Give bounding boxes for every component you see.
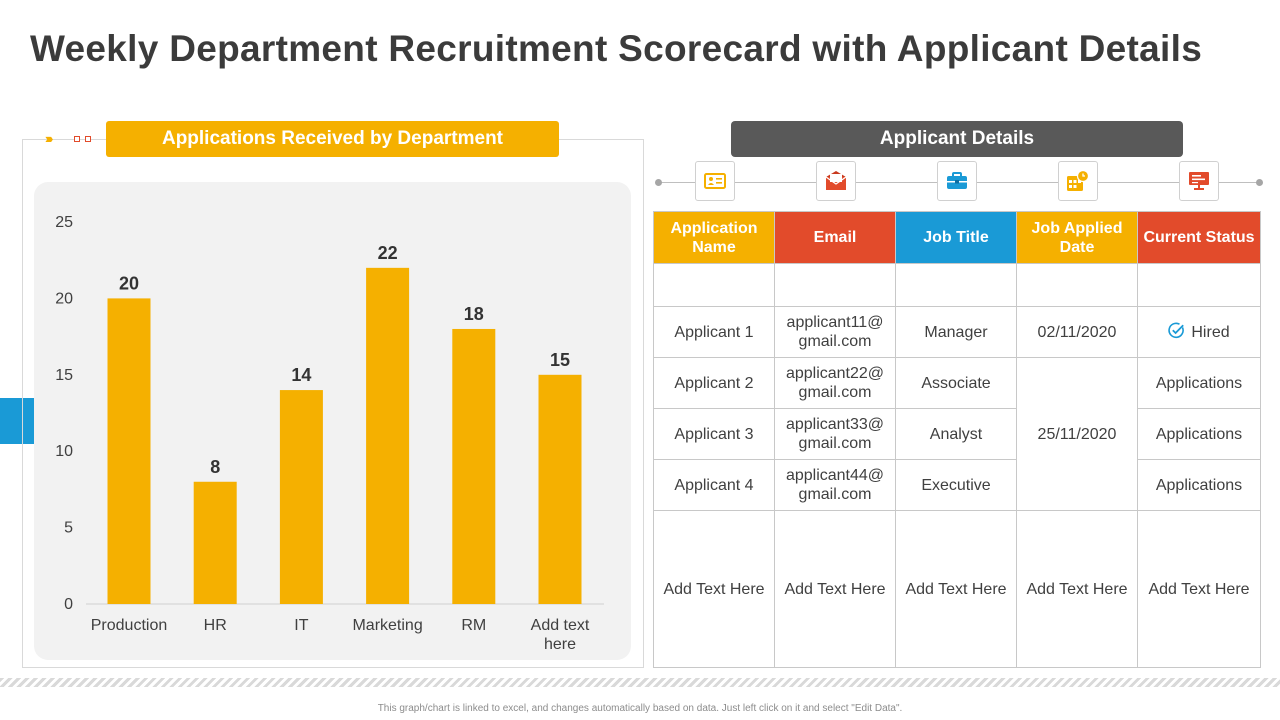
table-cell [653,263,775,307]
applicant-details-table: Application Name Email Job Title Job App… [653,211,1261,668]
email-cell: applicant44@ gmail.com [774,459,896,511]
bar-chart: 0 5 10 15 20 25 20 Production 8 HR 14 IT 22 Marketing… [55,214,604,653]
applicant-name-cell: Applicant 3 [653,408,775,460]
table-cell [774,263,896,307]
chart-banner: Applications Received by Department [106,121,559,157]
x-tick-label: IT [294,617,308,634]
bar-value-label: 8 [210,457,220,477]
applicant-name-cell: Applicant 4 [653,459,775,511]
x-tick-label: RM [461,617,486,634]
header-job-applied-date: Job Applied Date [1016,211,1138,264]
y-tick-label: 20 [55,290,73,307]
email-cell: applicant22@ gmail.com [774,357,896,409]
header-job-title: Job Title [895,211,1017,264]
y-tick-label: 25 [55,214,73,231]
chart-panel-frame [22,139,644,668]
add-text-cell: Add Text Here [653,510,775,668]
status-cell: Applications [1137,357,1261,409]
briefcase-icon [937,161,977,201]
email-cell: applicant33@ gmail.com [774,408,896,460]
bar-value-label: 14 [291,365,311,385]
status-cell: Applications [1137,459,1261,511]
x-tick-label: Marketing [352,617,422,634]
add-text-cell: Add Text Here [1137,510,1261,668]
table-cell [1137,263,1261,307]
table-row: Applicant 2 applicant22@ gmail.com Assoc… [653,357,1261,511]
table-row: Applicant 1 applicant11@ gmail.com Manag… [653,306,1261,358]
calendar-icon [1058,161,1098,201]
side-accent-bar [0,398,34,444]
table-cell [1016,263,1138,307]
check-circle-icon [1168,322,1185,339]
job-title-cell: Manager [895,306,1017,358]
square-marker-icon [85,136,91,142]
bar-value-label: 20 [119,273,139,293]
bar [279,390,323,604]
x-tick-label: Add text here [531,617,590,653]
job-title-cell: Executive [895,459,1017,511]
bar [107,298,151,604]
footnote: This graph/chart is linked to excel, and… [377,703,903,714]
email-icon [816,161,856,201]
presentation-icon [1179,161,1219,201]
header-current-status: Current Status [1137,211,1261,264]
table-row: Add Text Here Add Text Here Add Text Her… [653,510,1261,668]
add-text-cell: Add Text Here [774,510,896,668]
applied-date-cell: 25/11/2020 [1016,357,1138,511]
bar-value-label: 18 [464,304,484,324]
header-email: Email [774,211,896,264]
connector-dot [655,179,662,186]
table-cell [895,263,1017,307]
add-text-cell: Add Text Here [1016,510,1138,668]
y-tick-label: 0 [64,596,73,613]
details-banner: Applicant Details [731,121,1183,157]
y-tick-label: 5 [64,520,73,537]
square-marker-icon [74,136,80,142]
page-title: Weekly Department Recruitment Scorecard … [30,28,1203,69]
status-cell: Hired [1137,306,1261,358]
id-card-icon [695,161,735,201]
add-text-cell: Add Text Here [895,510,1017,668]
job-title-cell: Analyst [895,408,1017,460]
applicant-name-cell: Applicant 2 [653,357,775,409]
bottom-stripe [0,678,1280,687]
applied-date-cell: 02/11/2020 [1016,306,1138,358]
status-text: Hired [1191,324,1230,341]
bar [366,267,410,604]
x-tick-label: Production [91,617,168,634]
bar [452,328,496,604]
bar [538,374,582,604]
email-cell: applicant11@ gmail.com [774,306,896,358]
header-application-name: Application Name [653,211,775,264]
status-cell: Applications [1137,408,1261,460]
y-tick-label: 15 [55,367,73,384]
bar [193,481,237,604]
table-row: Applicant 4 applicant44@ gmail.com Execu… [653,459,1261,511]
connector-dot [1256,179,1263,186]
y-tick-label: 10 [55,443,73,460]
chevrons-icon: ›››› [45,131,54,146]
job-title-cell: Associate [895,357,1017,409]
bar-value-label: 22 [378,243,398,263]
table-row [653,263,1261,307]
bar-value-label: 15 [550,350,570,370]
applicant-name-cell: Applicant 1 [653,306,775,358]
table-row: Applicant 3 applicant33@ gmail.com Analy… [653,408,1261,460]
x-tick-label: HR [204,617,227,634]
